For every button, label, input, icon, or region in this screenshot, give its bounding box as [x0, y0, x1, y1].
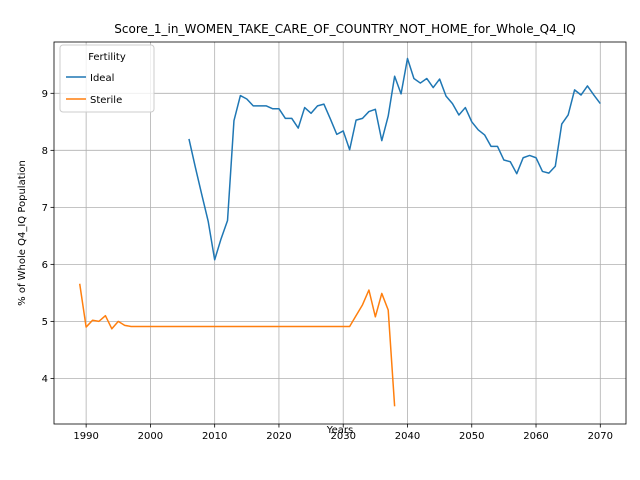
x-axis-label: Years	[326, 425, 353, 436]
y-tick-label: 7	[42, 203, 48, 214]
x-tick-label: 2050	[459, 431, 484, 442]
series-line-sterile	[78, 283, 396, 407]
x-tick-label: 1990	[73, 431, 98, 442]
legend-label-sterile: Sterile	[90, 95, 122, 106]
legend-frame	[59, 44, 155, 113]
series-lines	[78, 57, 601, 407]
y-tick-label: 4	[42, 374, 48, 385]
y-axis-label: % of Whole Q4_IQ Population	[17, 160, 28, 306]
x-tick-label: 2060	[523, 431, 548, 442]
x-tick-label: 2040	[395, 431, 420, 442]
grid	[54, 42, 626, 424]
y-tick-label: 5	[42, 317, 48, 328]
plot-frame	[53, 41, 627, 425]
x-tick-label: 2020	[266, 431, 291, 442]
legend-label-ideal: Ideal	[90, 73, 114, 84]
y-tick-label: 9	[42, 89, 48, 100]
legend: Fertility Ideal Sterile	[59, 44, 155, 113]
legend-title: Fertility	[88, 52, 126, 63]
x-tick-label: 2070	[588, 431, 613, 442]
y-tick-label: 8	[42, 146, 48, 157]
y-tick-label: 6	[42, 260, 48, 271]
x-tick-label: 2030	[330, 431, 355, 442]
x-tick-label: 2010	[202, 431, 227, 442]
series-line-ideal	[188, 57, 601, 261]
axis-ticks: 1990 2000 2010 2020 2030 2040 2050 2060 2070 4 5 6 7…	[42, 89, 613, 442]
chart-title: Score_1_in_WOMEN_TAKE_CARE_OF_COUNTRY_NO…	[114, 22, 575, 36]
x-tick-label: 2000	[138, 431, 163, 442]
